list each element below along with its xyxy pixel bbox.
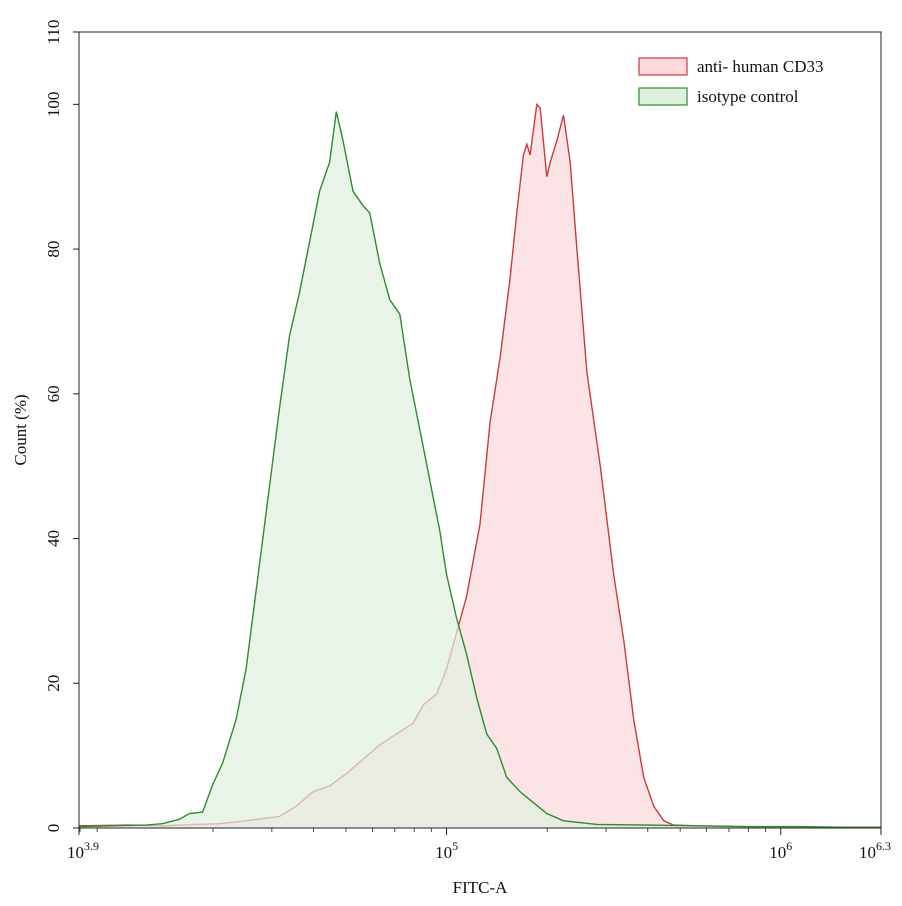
x-tick-label: 103.9 [67, 839, 99, 862]
y-axis-title: Count (%) [11, 394, 30, 465]
y-tick-label: 80 [44, 241, 63, 258]
legend-swatch-0 [638, 57, 688, 76]
series-area-1 [79, 111, 881, 829]
plot-frame [78, 31, 882, 829]
x-tick-label: 106 [769, 839, 792, 862]
series-area-0 [79, 104, 881, 828]
y-tick-label: 110 [44, 20, 63, 45]
plot-area [78, 102, 881, 829]
y-tick-label: 0 [44, 824, 63, 833]
y-tick-label: 60 [44, 385, 63, 402]
y-tick-label: 40 [44, 530, 63, 547]
legend: anti- human CD33 isotype control [638, 57, 824, 106]
y-tick-label: 100 [44, 92, 63, 118]
series-line-1 [78, 111, 881, 828]
x-axis: 103.9 105 106 106.3 [67, 828, 891, 862]
legend-swatch-1 [638, 87, 688, 106]
x-tick-label: 105 [435, 839, 458, 862]
x-axis-title: FITC-A [453, 878, 509, 897]
x-tick-label: 106.3 [859, 839, 891, 862]
legend-label-1: isotype control [697, 87, 799, 106]
y-tick-label: 20 [44, 675, 63, 692]
y-axis: 0 20 40 60 80 100 110 [44, 20, 79, 833]
legend-label-0: anti- human CD33 [697, 57, 824, 76]
